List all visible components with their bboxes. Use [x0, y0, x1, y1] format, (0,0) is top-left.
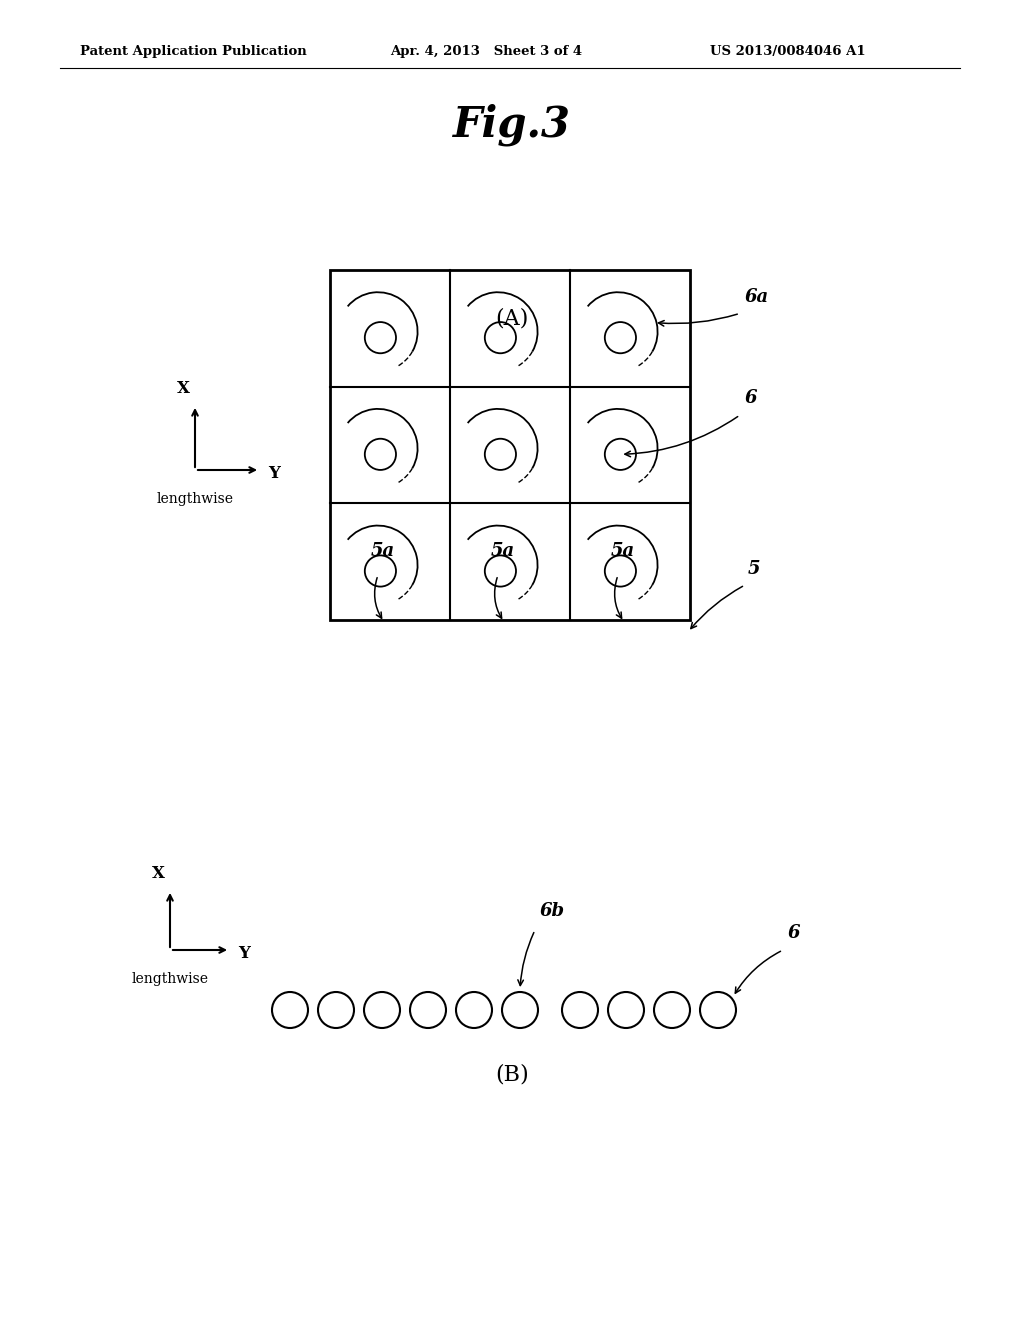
Text: 6a: 6a	[745, 288, 769, 306]
Text: 6b: 6b	[540, 902, 565, 920]
Text: (A): (A)	[496, 308, 528, 329]
Text: 6: 6	[745, 389, 758, 407]
Text: (B): (B)	[496, 1064, 528, 1086]
Text: 6: 6	[788, 924, 801, 942]
Text: 5a: 5a	[611, 543, 635, 560]
Text: Apr. 4, 2013   Sheet 3 of 4: Apr. 4, 2013 Sheet 3 of 4	[390, 45, 582, 58]
Text: Y: Y	[268, 465, 280, 482]
Text: Y: Y	[238, 945, 250, 961]
Bar	[330, 271, 690, 620]
Text: US 2013/0084046 A1: US 2013/0084046 A1	[710, 45, 865, 58]
Text: Patent Application Publication: Patent Application Publication	[80, 45, 307, 58]
Text: X: X	[152, 865, 165, 882]
Text: X: X	[176, 380, 189, 397]
Text: 5a: 5a	[490, 543, 515, 560]
Text: lengthwise: lengthwise	[131, 972, 209, 986]
Text: Fig.3: Fig.3	[453, 104, 571, 147]
Text: 5: 5	[748, 560, 761, 578]
Text: 5a: 5a	[371, 543, 395, 560]
Text: lengthwise: lengthwise	[157, 492, 233, 506]
